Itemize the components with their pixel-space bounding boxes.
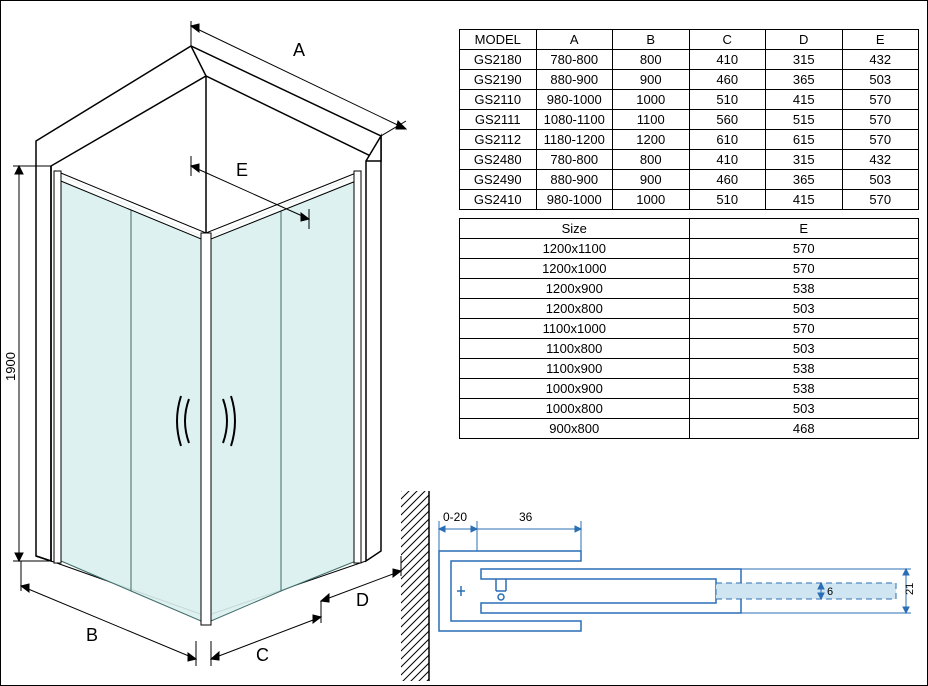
profile-height: 21 xyxy=(904,583,916,595)
profile-gap: 0-20 xyxy=(443,510,467,524)
table-row: GS2180780-800800410315432 xyxy=(460,50,919,70)
model-header: MODEL xyxy=(460,30,537,50)
dim-label-c: C xyxy=(256,645,269,665)
profile-diagram: 0-20 36 6 21 xyxy=(401,491,921,681)
size-table: SizeE 1200x11005701200x10005701200x90053… xyxy=(459,218,919,439)
table-row: 1000x800503 xyxy=(460,399,919,419)
table-row: 1100x900538 xyxy=(460,359,919,379)
table-row: GS2490880-900900460365503 xyxy=(460,170,919,190)
table-row: 1200x1100570 xyxy=(460,239,919,259)
profile-width: 36 xyxy=(519,510,533,524)
dim-label-height: 1900 xyxy=(3,352,18,381)
shower-diagram: A E 1900 B C D xyxy=(1,1,441,681)
shower-svg: A E 1900 B C D xyxy=(1,1,441,681)
dim-label-a: A xyxy=(293,40,305,60)
table-row: GS21111080-11001100560515570 xyxy=(460,110,919,130)
model-header: A xyxy=(536,30,613,50)
dim-label-b: B xyxy=(86,625,98,645)
table-row: GS21121180-12001200610615570 xyxy=(460,130,919,150)
table-row: 1200x1000570 xyxy=(460,259,919,279)
table-row: 1100x800503 xyxy=(460,339,919,359)
size-header: E xyxy=(689,219,919,239)
model-header: E xyxy=(842,30,919,50)
table-row: GS2480780-800800410315432 xyxy=(460,150,919,170)
table-row: 1200x800503 xyxy=(460,299,919,319)
model-table: MODELABCDE GS2180780-800800410315432GS21… xyxy=(459,29,919,210)
dim-label-e: E xyxy=(236,160,248,180)
table-row: 900x800468 xyxy=(460,419,919,439)
table-row: 1000x900538 xyxy=(460,379,919,399)
dim-label-d: D xyxy=(356,590,369,610)
table-row: 1200x900538 xyxy=(460,279,919,299)
model-header: C xyxy=(689,30,766,50)
table-row: GS2410980-10001000510415570 xyxy=(460,190,919,210)
table-row: GS2190880-900900460365503 xyxy=(460,70,919,90)
table-row: 1100x1000570 xyxy=(460,319,919,339)
model-header: D xyxy=(766,30,843,50)
model-header: B xyxy=(613,30,690,50)
profile-glass-thk: 6 xyxy=(827,586,833,598)
size-header: Size xyxy=(460,219,690,239)
table-row: GS2110980-10001000510415570 xyxy=(460,90,919,110)
